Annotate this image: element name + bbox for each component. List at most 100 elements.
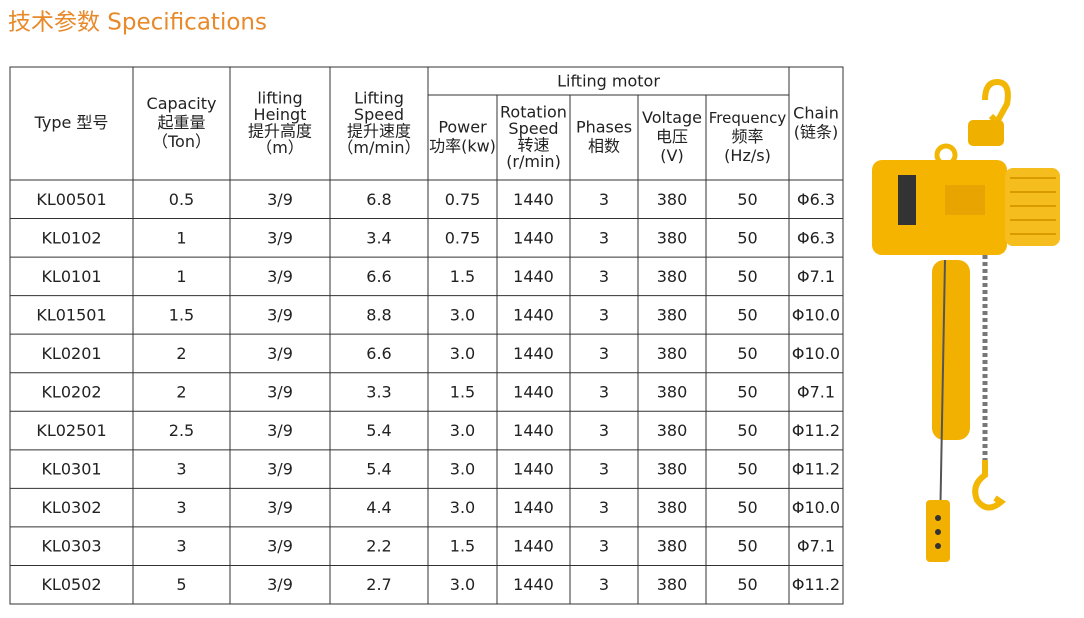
cell: 2.7 xyxy=(366,575,391,594)
cell: KL02501 xyxy=(36,421,106,440)
header-text: Speed xyxy=(508,119,558,138)
cell: 3 xyxy=(599,575,609,594)
cell: 0.75 xyxy=(445,228,481,247)
cell: 8.8 xyxy=(366,305,391,324)
cell: Φ10.0 xyxy=(792,344,840,363)
header-text: Speed xyxy=(354,105,404,124)
cell: KL0201 xyxy=(41,344,101,363)
cell: KL01501 xyxy=(36,305,106,324)
header-text: Type 型号 xyxy=(34,113,109,132)
cell: 1440 xyxy=(513,537,554,556)
cell: 3.3 xyxy=(366,383,391,402)
cell: 4.4 xyxy=(366,498,391,517)
cell: 2.2 xyxy=(366,537,391,556)
cell: 1440 xyxy=(513,383,554,402)
cell: 3.0 xyxy=(450,421,475,440)
cell: 3 xyxy=(176,537,186,556)
cell: 1440 xyxy=(513,190,554,209)
cell: 3 xyxy=(176,460,186,479)
cell: 380 xyxy=(657,421,688,440)
cell: 380 xyxy=(657,305,688,324)
cell: 50 xyxy=(737,190,757,209)
header-text: lifting xyxy=(257,88,302,107)
cell: 1.5 xyxy=(450,537,475,556)
cell: 50 xyxy=(737,575,757,594)
cell: 3 xyxy=(599,460,609,479)
cell: 6.6 xyxy=(366,344,391,363)
cell: 380 xyxy=(657,575,688,594)
cell: 1440 xyxy=(513,498,554,517)
cell: 380 xyxy=(657,498,688,517)
cell: KL0303 xyxy=(41,537,101,556)
page-title: 技术参数 Specifications xyxy=(8,10,267,36)
cell: KL0502 xyxy=(41,575,101,594)
header-text: (Hz/s) xyxy=(724,146,771,165)
cell: 1 xyxy=(176,267,186,286)
header-text: Power xyxy=(438,118,487,137)
cell: KL0302 xyxy=(41,498,101,517)
cell: 50 xyxy=(737,305,757,324)
cell: KL0102 xyxy=(41,228,101,247)
cell: 3/9 xyxy=(267,267,293,286)
cell: 0.5 xyxy=(169,190,194,209)
header-text: Capacity xyxy=(147,94,217,113)
cell: 1440 xyxy=(513,267,554,286)
cell: 380 xyxy=(657,267,688,286)
group-header: Lifting motor xyxy=(557,72,660,91)
cell: 3.0 xyxy=(450,575,475,594)
cell: Φ10.0 xyxy=(792,498,840,517)
cell: 3 xyxy=(599,228,609,247)
header-text: (r/min) xyxy=(506,152,561,171)
header-text: 提升速度 xyxy=(347,121,411,140)
cell: Φ7.1 xyxy=(797,537,835,556)
header-text: 功率(kw) xyxy=(429,137,496,156)
cell: 2 xyxy=(176,383,186,402)
cell: Φ11.2 xyxy=(792,575,840,594)
cell: 1440 xyxy=(513,575,554,594)
cell: 380 xyxy=(657,344,688,363)
cell: 3 xyxy=(176,498,186,517)
cell: Φ11.2 xyxy=(792,460,840,479)
header-text: 相数 xyxy=(588,137,620,156)
cell: 3.0 xyxy=(450,460,475,479)
header-text: （m） xyxy=(256,138,304,157)
header-text: Frequency xyxy=(709,109,787,127)
cell: KL0202 xyxy=(41,383,101,402)
cell: 380 xyxy=(657,228,688,247)
cell: Φ6.3 xyxy=(797,228,835,247)
cell: 3.0 xyxy=(450,344,475,363)
cell: 3 xyxy=(599,305,609,324)
header-text: Voltage xyxy=(642,108,702,127)
cell: 1440 xyxy=(513,305,554,324)
cell: Φ7.1 xyxy=(797,267,835,286)
cell: 0.75 xyxy=(445,190,481,209)
cell: 3/9 xyxy=(267,228,293,247)
cell: 50 xyxy=(737,460,757,479)
cell: 3/9 xyxy=(267,305,293,324)
cell: 3 xyxy=(599,344,609,363)
cell: Φ6.3 xyxy=(797,190,835,209)
cell: Φ10.0 xyxy=(792,305,840,324)
cell: 6.8 xyxy=(366,190,391,209)
cell: 380 xyxy=(657,383,688,402)
cell: 1.5 xyxy=(169,305,194,324)
header-text: （Ton） xyxy=(152,132,211,151)
cell: 1440 xyxy=(513,344,554,363)
cell: 50 xyxy=(737,344,757,363)
cell: 3 xyxy=(599,190,609,209)
cell: 50 xyxy=(737,498,757,517)
cell: 5.4 xyxy=(366,460,391,479)
cell: 3/9 xyxy=(267,190,293,209)
header-text: Phases xyxy=(576,118,632,137)
hoist-image xyxy=(872,78,1060,562)
header-text: （m/min） xyxy=(337,138,420,157)
cell: 50 xyxy=(737,383,757,402)
header-text: 提升高度 xyxy=(248,121,312,140)
cell: 1440 xyxy=(513,228,554,247)
header-text: Rotation xyxy=(500,102,567,121)
cell: 2 xyxy=(176,344,186,363)
header-text: Chain xyxy=(793,104,839,123)
cell: 3/9 xyxy=(267,383,293,402)
cell: 1 xyxy=(176,228,186,247)
